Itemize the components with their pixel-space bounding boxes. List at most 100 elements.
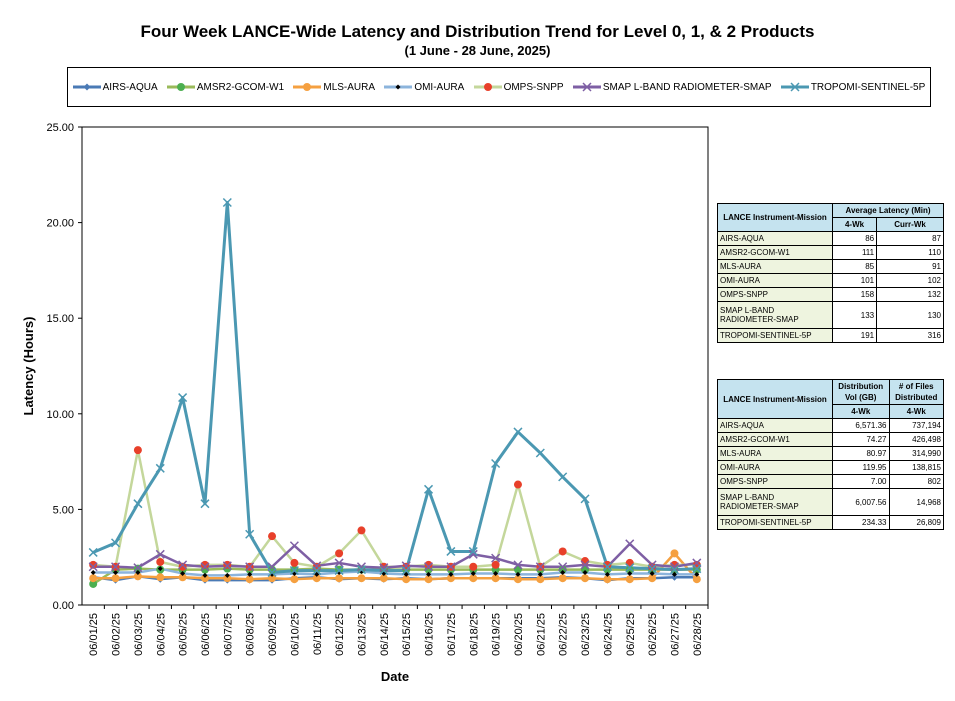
dist-row: TROPOMI-SENTINEL-5P 234.33 26,809: [717, 515, 944, 530]
latency-cell-name: MLS-AURA: [717, 259, 833, 274]
data-point: [156, 573, 165, 582]
data-point: [491, 553, 501, 563]
data-point: [247, 571, 253, 577]
data-point: [604, 571, 610, 577]
data-point: [469, 574, 478, 583]
dist-cell-v2: 138,815: [888, 460, 944, 475]
legend-label: TROPOMI-SENTINEL-5P: [810, 81, 926, 93]
latency-cell-v2: 130: [876, 301, 944, 329]
data-point: [222, 561, 232, 571]
latency-cell-v2: 110: [876, 245, 944, 260]
y-tick-label: 25.00: [46, 122, 74, 134]
data-point: [245, 575, 254, 584]
data-point: [224, 572, 230, 578]
data-point: [513, 560, 523, 570]
data-point: [491, 560, 500, 569]
y-tick-label: 0.00: [53, 600, 74, 612]
data-point: [424, 560, 433, 569]
legend-label: AIRS-AQUA: [102, 81, 158, 93]
legend-item: OMPS-SNPP: [473, 82, 564, 93]
y-tick-label: 5.00: [53, 504, 74, 516]
latency-cell-v1: 111: [831, 245, 878, 260]
legend-label: SMAP L-BAND RADIOMETER-SMAP: [602, 81, 772, 93]
latency-row: OMPS-SNPP 158 132: [717, 287, 944, 302]
latency-row: AIRS-AQUA 86 87: [717, 231, 944, 246]
x-tick-label: 06/01/25: [88, 613, 100, 656]
data-point: [312, 566, 322, 576]
data-point: [180, 570, 186, 576]
data-point: [88, 562, 98, 572]
data-point: [155, 549, 165, 559]
x-tick-label: 06/20/25: [513, 613, 525, 656]
latency-row: AMSR2-GCOM-W1 111 110: [717, 245, 944, 260]
data-point: [692, 575, 701, 584]
data-point: [692, 564, 702, 574]
latency-cell-name: TROPOMI-SENTINEL-5P: [717, 328, 833, 343]
x-tick-label: 06/05/25: [178, 613, 190, 656]
data-point: [267, 567, 277, 578]
latency-cell-v2: 102: [876, 273, 944, 288]
data-point: [558, 472, 568, 482]
x-tick-label: 06/12/25: [334, 613, 346, 656]
dist-col-vol-4wk: 4-Wk: [832, 404, 890, 419]
data-point: [135, 569, 141, 575]
data-point: [356, 562, 366, 572]
dist-cell-v1: 6,571.36: [832, 418, 890, 433]
latency-header-mission: LANCE Instrument-Mission: [717, 203, 833, 232]
data-point: [245, 529, 255, 539]
data-point: [379, 566, 389, 576]
data-point: [625, 575, 634, 584]
x-tick-label: 06/23/25: [580, 613, 592, 656]
data-point: [379, 563, 389, 573]
dist-cell-v1: 119.95: [832, 460, 890, 475]
data-point: [558, 574, 567, 583]
data-point: [403, 571, 409, 577]
series-line: [93, 448, 697, 569]
dist-cell-name: SMAP L-BAND RADIOMETER-SMAP: [717, 488, 833, 516]
data-point: [603, 560, 612, 569]
data-point: [289, 541, 299, 551]
data-point: [582, 569, 588, 575]
data-point: [178, 573, 187, 582]
latency-cell-v1: 85: [831, 259, 878, 274]
series-line: [92, 201, 697, 574]
dist-cell-v1: 6,007.56: [832, 488, 890, 516]
latency-row: OMI-AURA 101 102: [717, 273, 944, 288]
x-tick-label: 06/10/25: [289, 613, 301, 656]
data-point: [649, 570, 655, 576]
latency-row: TROPOMI-SENTINEL-5P 191 316: [717, 328, 944, 343]
latency-row: SMAP L-BAND RADIOMETER-SMAP 133 130: [717, 301, 944, 329]
legend-item: OMI-AURA: [384, 82, 464, 93]
x-tick-label: 06/26/25: [647, 613, 659, 656]
data-point: [625, 563, 635, 573]
data-point: [580, 560, 590, 570]
latency-cell-v1: 158: [831, 287, 878, 302]
dist-row: SMAP L-BAND RADIOMETER-SMAP 6,007.56 14,96…: [717, 488, 944, 516]
y-tick-label: 20.00: [46, 218, 74, 230]
legend-swatch: [384, 84, 413, 90]
data-point: [157, 566, 163, 572]
dist-cell-v1: 7.00: [832, 474, 890, 489]
data-point: [268, 565, 277, 574]
x-tick-label: 06/17/25: [446, 613, 458, 656]
data-point: [424, 562, 434, 572]
dist-cell-v2: 14,968: [888, 488, 944, 516]
dist-cell-v1: 234.33: [832, 515, 890, 530]
data-point: [513, 575, 522, 584]
dist-row: AMSR2-GCOM-W1 74.27 426,498: [717, 432, 944, 447]
latency-col-currwk: Curr-Wk: [876, 217, 944, 232]
data-point: [200, 560, 209, 569]
latency-cell-v1: 191: [831, 328, 878, 343]
data-point: [581, 574, 590, 583]
latency-table: LANCE Instrument-Mission Average Latency…: [717, 203, 944, 343]
data-point: [647, 564, 657, 574]
legend-swatch: [166, 83, 195, 91]
data-point: [448, 571, 454, 577]
data-point: [648, 562, 657, 571]
data-point: [580, 494, 590, 504]
series-line: [93, 567, 697, 577]
y-axis-label: Latency (Hours): [21, 317, 36, 416]
data-point: [426, 571, 432, 577]
data-point: [334, 566, 344, 576]
